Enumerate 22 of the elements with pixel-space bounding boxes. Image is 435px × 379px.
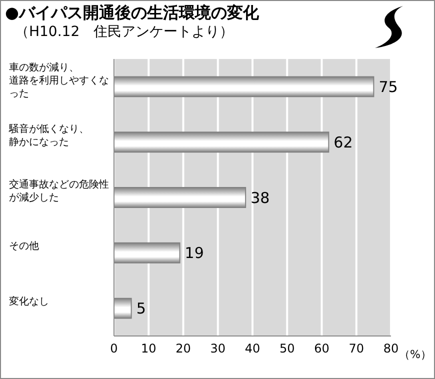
data-label: 75 — [378, 78, 398, 96]
x-tick-label: 30 — [210, 342, 226, 356]
data-label: 62 — [334, 133, 353, 152]
data-label: 5 — [136, 300, 146, 318]
x-tick-label: 50 — [279, 342, 295, 356]
data-label: 38 — [250, 188, 270, 207]
x-tick-label: 20 — [176, 342, 191, 356]
x-tick-label: 70 — [348, 342, 364, 356]
y-tick-label: 車の数が減り、道路を利用しやすくなった — [9, 62, 109, 100]
y-tick-label: その他 — [9, 240, 39, 252]
chart-subtitle: （H10.12 住民アンケートより） — [15, 23, 234, 41]
x-tick-label: 0 — [110, 342, 118, 356]
x-tick-label: 60 — [314, 342, 330, 356]
y-tick-label: 騒音が低くなり、静かになった — [8, 123, 89, 148]
x-tick-label: 80 — [383, 342, 399, 356]
x-tick-label: 10 — [140, 342, 156, 356]
data-label: 19 — [184, 244, 204, 262]
x-axis-title: （%） — [399, 347, 432, 362]
y-tick-label: 交通事故などの危険性が減少した — [9, 178, 109, 204]
y-tick-label: 変化なし — [9, 295, 49, 308]
x-tick-label: 40 — [244, 342, 260, 356]
chart-title: ●バイパス開通後の生活環境の変化 — [5, 3, 259, 24]
